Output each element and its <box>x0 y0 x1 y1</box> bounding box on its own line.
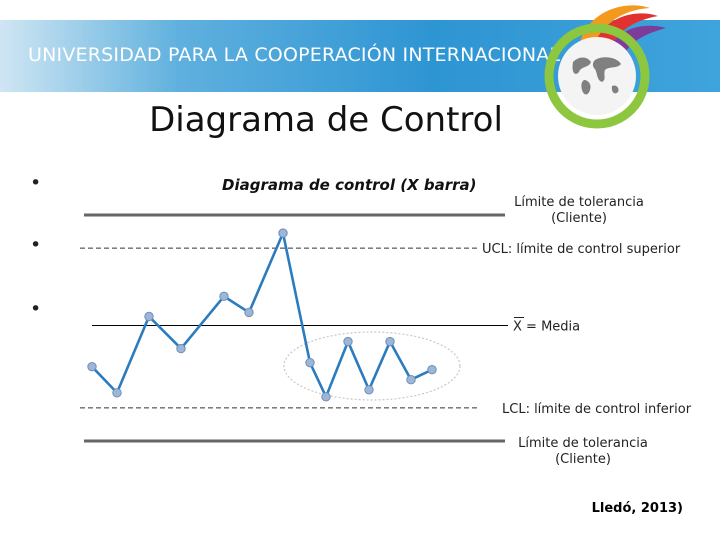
data-point <box>219 291 229 302</box>
data-point <box>112 388 122 398</box>
reference-label: X = Media <box>513 319 580 334</box>
reference-label: Límite de tolerancia <box>518 436 648 451</box>
data-point <box>406 375 416 385</box>
data-point <box>427 364 437 375</box>
data-point <box>87 361 97 372</box>
logo-globe <box>558 37 636 115</box>
reference-label: UCL: límite de control superior <box>482 242 681 257</box>
logo-swoosh-orange <box>580 5 650 45</box>
data-point <box>244 307 254 318</box>
chart-title: Diagrama de control (X barra) <box>222 176 476 194</box>
reference-lines <box>80 213 508 443</box>
bullet-marker: • <box>30 298 42 320</box>
data-point <box>144 311 154 322</box>
logo-continents <box>572 57 621 95</box>
university-logo <box>544 5 666 129</box>
series-line <box>91 231 433 399</box>
reference-sublabel: (Cliente) <box>555 452 611 467</box>
reference-label: Límite de tolerancia <box>514 195 644 210</box>
highlight-ellipse <box>283 331 461 401</box>
data-point <box>278 228 288 238</box>
university-name: UNIVERSIDAD PARA LA COOPERACIÓN INTERNAC… <box>28 44 561 66</box>
bullet-marker: • <box>30 234 42 256</box>
slide-title: Diagrama de Control <box>149 100 503 140</box>
series-layer <box>87 228 437 402</box>
logo-ring-green <box>544 23 650 129</box>
data-point <box>321 392 331 402</box>
citation: Lledó, 2013) <box>591 501 683 516</box>
logo-swoosh-red <box>595 13 658 48</box>
reference-sublabel: (Cliente) <box>551 211 607 226</box>
data-point <box>176 343 186 354</box>
bullet-marker: • <box>30 172 42 194</box>
data-point <box>343 336 353 347</box>
data-point <box>364 385 374 395</box>
reference-labels: Límite de tolerancia(Cliente)UCL: límite… <box>482 195 692 467</box>
reference-label: LCL: límite de control inferior <box>502 402 692 417</box>
data-point <box>385 336 395 347</box>
data-point <box>305 357 315 368</box>
